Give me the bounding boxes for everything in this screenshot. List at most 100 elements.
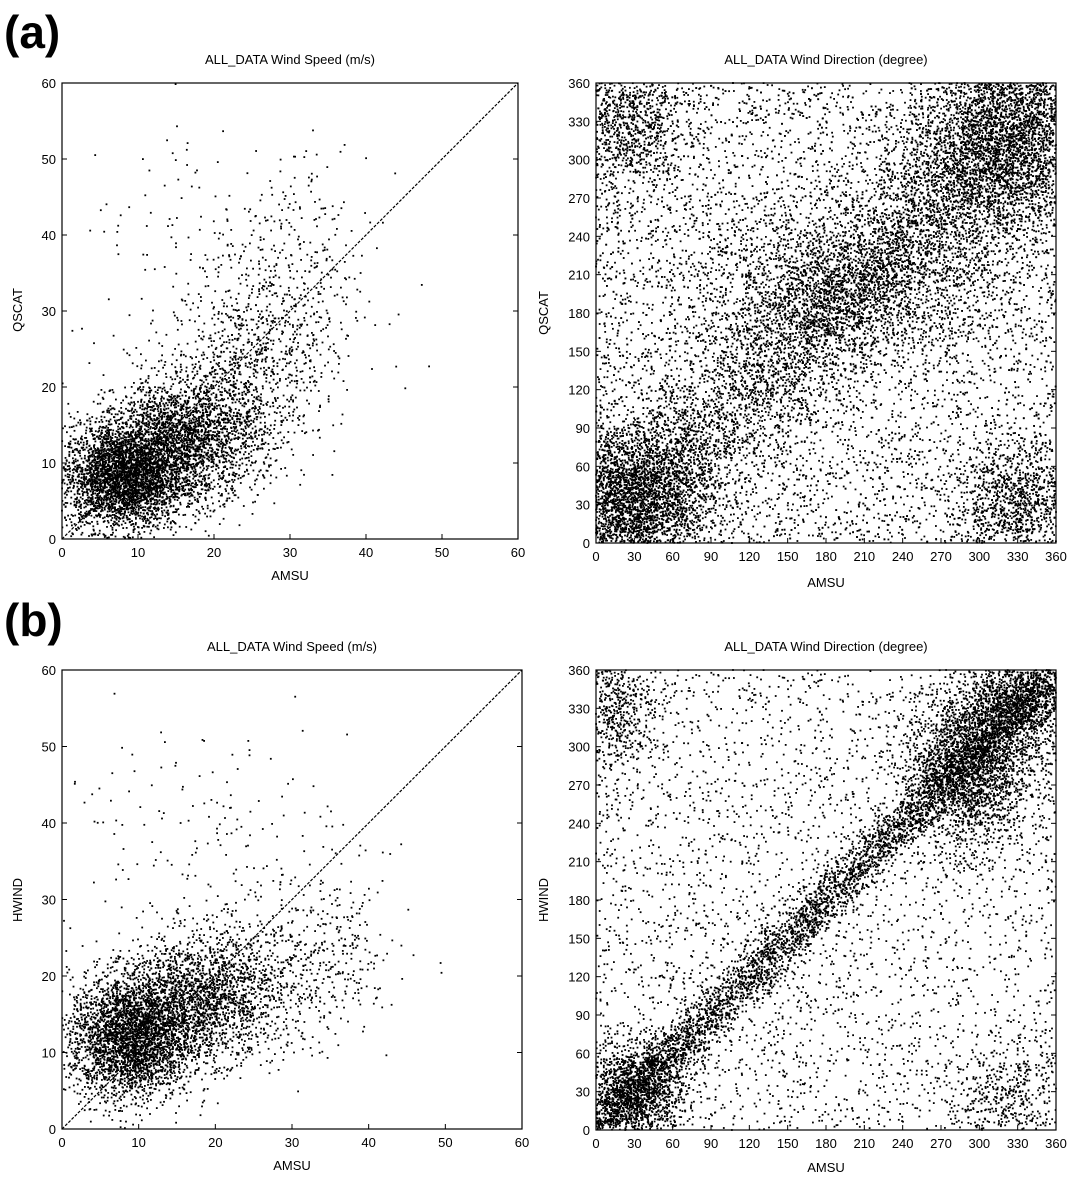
scatter-point [102,421,104,423]
scatter-point [148,438,150,440]
scatter-point [85,468,87,470]
scatter-point [86,447,88,449]
scatter-point [191,503,193,505]
panel-label-b: (b) [4,594,63,646]
scatter-point [170,463,172,465]
scatter-point [102,480,104,482]
scatter-point [81,447,83,449]
scatter-point [98,448,100,450]
scatter-point [149,475,151,477]
scatter-point [109,412,111,414]
scatter-point [103,468,105,470]
scatter-point [69,474,71,476]
scatter-point [82,498,84,500]
scatter-point [109,461,111,463]
scatter-point [113,499,115,501]
scatter-point [212,488,214,490]
scatter-point [74,523,76,525]
scatter-point [65,506,67,508]
scatter-point [79,455,81,457]
scatter-point [135,522,137,524]
scatter-point [69,487,71,489]
scatter-point [116,430,118,432]
scatter-point [128,468,130,470]
scatter-point [131,482,133,484]
scatter-point [117,429,119,431]
scatter-point [63,466,65,468]
scatter-point [140,505,142,507]
scatter-point [97,534,99,536]
scatter-point [135,512,137,514]
scatter-point [82,469,84,471]
scatter-point [159,474,161,476]
scatter-point [68,468,70,470]
scatter-point [93,447,95,449]
scatter-point [87,504,89,506]
scatter-point [119,433,121,435]
scatter-point [121,460,123,462]
scatter-point [112,511,114,513]
scatter-point [66,490,68,492]
scatter-point [143,526,145,528]
scatter-point [119,517,121,519]
scatter-point [84,473,86,475]
scatter-point [157,475,159,477]
scatter-point [73,426,75,428]
scatter-point [112,514,114,516]
scatter-point [76,497,78,499]
scatter-point [133,507,135,509]
scatter-point [68,479,70,481]
scatter-point [131,504,133,506]
scatter-point [71,514,73,516]
scatter-point [139,444,141,446]
scatter-point [91,478,93,480]
scatter-point [77,411,79,413]
scatter-point [94,510,96,512]
scatter-point [106,472,108,474]
scatter-point [115,512,117,514]
scatter-point [105,460,107,462]
scatter-point [111,440,113,442]
scatter-point [118,520,120,522]
scatter-point [107,411,109,413]
scatter-point [123,517,125,519]
scatter-point [157,408,159,410]
scatter-point [63,479,65,481]
scatter-point [70,483,72,485]
scatter-point [208,535,210,537]
scatter-point [108,504,110,506]
scatter-point [74,494,76,496]
scatter-point [91,454,93,456]
scatter-point [139,482,141,484]
scatter-point [112,527,114,529]
scatter-point [95,441,97,443]
scatter-point [91,515,93,517]
scatter-point [87,494,89,496]
scatter-point [76,482,78,484]
scatter-point [117,443,119,445]
scatter-point [64,517,66,519]
scatter-point [115,529,117,531]
scatter-point [100,484,102,486]
scatter-point [146,483,148,485]
scatter-point [121,501,123,503]
scatter-point [196,509,198,511]
scatter-point [156,454,158,456]
scatter-point [116,468,118,470]
scatter-point [71,447,73,449]
scatter-point [87,493,89,495]
scatter-point [101,473,103,475]
scatter-point [130,452,132,454]
scatter-point [96,478,98,480]
scatter-point [151,510,153,512]
scatter-point [82,483,84,485]
scatter-point [143,513,145,515]
scatter-point [88,514,90,516]
scatter-point [97,523,99,525]
scatter-point [183,514,185,516]
scatter-point [177,499,179,501]
scatter-point [74,430,76,432]
scatter-point [158,517,160,519]
scatter-point [149,533,151,535]
scatter-point [154,455,156,457]
